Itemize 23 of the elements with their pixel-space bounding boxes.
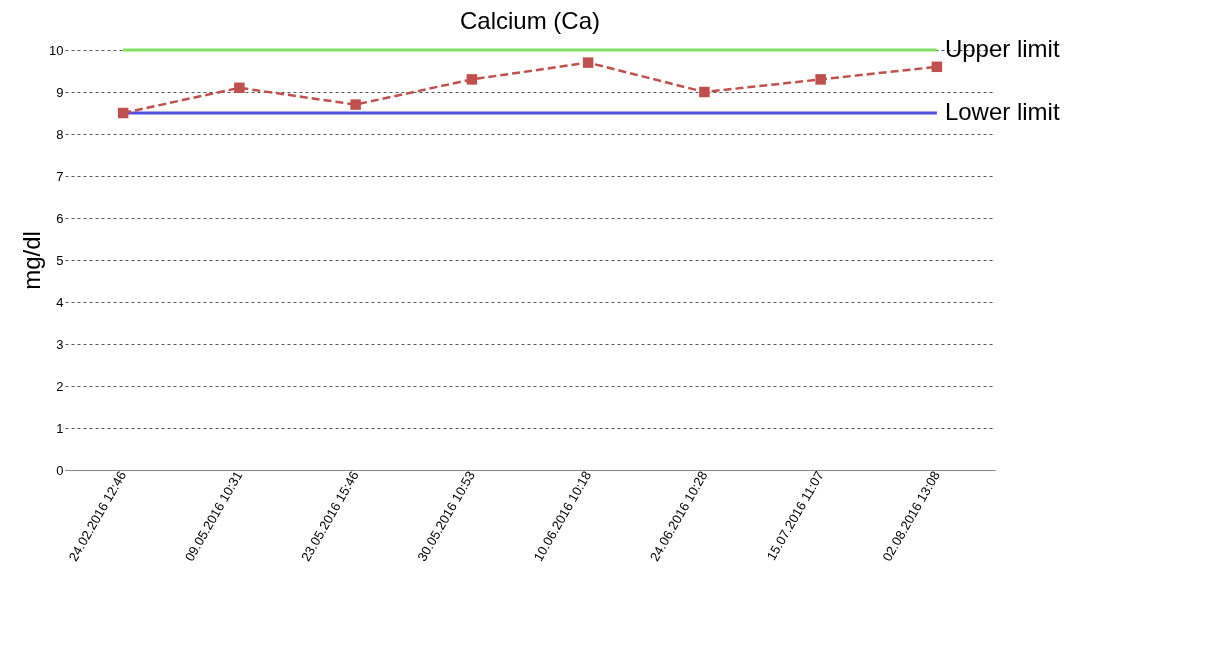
point [117,107,129,119]
y-tick-label: 7 [56,168,64,184]
point [582,57,594,68]
y-tick-label: 10 [49,42,64,58]
y-axis-title: mg/dl [18,231,46,290]
y-tick-label: 0 [56,462,64,478]
chart-title: Calcium (Ca) [459,7,601,34]
ref-line-label: Lower limit [944,98,1060,125]
y-tick-label: 1 [56,420,64,436]
y-tick-label: 3 [56,336,64,352]
y-tick-label: 5 [56,252,64,268]
point [234,82,245,94]
y-tick-label: 2 [56,378,64,394]
y-tick-label: 9 [56,84,64,100]
y-tick-label: 8 [56,126,64,142]
y-tick-label: 6 [56,210,64,226]
point [931,61,943,73]
point [350,99,361,110]
point [466,74,478,85]
point [699,86,710,98]
ref-line-label: Upper limit [944,35,1060,62]
y-tick-label: 4 [56,294,64,310]
point [815,74,826,85]
